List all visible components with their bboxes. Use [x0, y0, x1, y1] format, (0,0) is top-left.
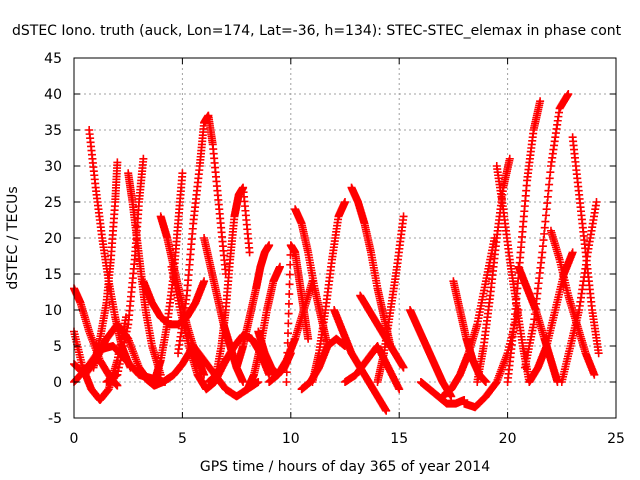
data-point-markers: [282, 241, 313, 386]
y-tick-label: 15: [44, 267, 62, 283]
series-23: [282, 241, 313, 386]
y-tick-label: 35: [44, 123, 62, 139]
data-point-markers: [373, 212, 408, 386]
series-19: [232, 241, 274, 372]
y-tick-label: 30: [44, 159, 62, 175]
series-31: [373, 212, 408, 386]
x-tick-labels: 0 5 10 15 20 25: [70, 431, 625, 447]
series-28: [347, 183, 395, 350]
series-35: [438, 234, 499, 401]
y-tick-labels: -5 0 5 10 15 20 25 30 35 40 45: [44, 51, 62, 427]
chart-title: dSTEC Iono. truth (auck, Lon=174, Lat=-3…: [12, 23, 622, 39]
series-33: [416, 378, 469, 408]
y-tick-label: 45: [44, 51, 62, 67]
series-26: [308, 198, 349, 386]
x-tick-label: 15: [390, 431, 408, 447]
series-17: [210, 183, 254, 386]
x-tick-label: 25: [607, 431, 625, 447]
data-point-markers: [232, 241, 274, 372]
x-tick-label: 10: [282, 431, 300, 447]
data-point-markers: [89, 158, 122, 372]
series-6: [89, 158, 122, 372]
data-point-markers: [568, 133, 603, 358]
data-point-markers: [308, 198, 349, 386]
series-44: [557, 198, 601, 386]
data-point-markers: [416, 378, 469, 408]
y-tick-label: -5: [48, 411, 62, 427]
y-tick-label: 5: [53, 339, 62, 355]
x-tick-label: 0: [70, 431, 79, 447]
y-tick-label: 20: [44, 231, 62, 247]
x-tick-label: 5: [178, 431, 187, 447]
series-27: [330, 306, 391, 415]
data-point-markers: [330, 306, 391, 415]
x-tick-label: 20: [499, 431, 517, 447]
series-32: [406, 306, 456, 401]
series-41: [520, 90, 573, 372]
data-point-markers: [347, 183, 395, 350]
data-point-markers: [174, 111, 230, 358]
data-points: [70, 90, 603, 415]
y-axis-label: dSTEC / TECUs: [5, 186, 21, 289]
y-tick-label: 40: [44, 87, 62, 103]
series-14: [174, 111, 230, 358]
data-point-markers: [557, 198, 601, 386]
series-39: [503, 97, 545, 386]
series-45: [568, 133, 603, 358]
y-tick-label: 10: [44, 303, 62, 319]
y-tick-label: 25: [44, 195, 62, 211]
data-point-markers: [520, 90, 573, 372]
data-point-markers: [438, 234, 499, 401]
data-point-markers: [210, 183, 254, 386]
x-axis-label: GPS time / hours of day 365 of year 2014: [200, 459, 490, 475]
data-point-markers: [503, 97, 545, 386]
axis-ticks: [73, 57, 617, 419]
y-tick-label: 0: [53, 375, 62, 391]
data-point-markers: [406, 306, 456, 401]
